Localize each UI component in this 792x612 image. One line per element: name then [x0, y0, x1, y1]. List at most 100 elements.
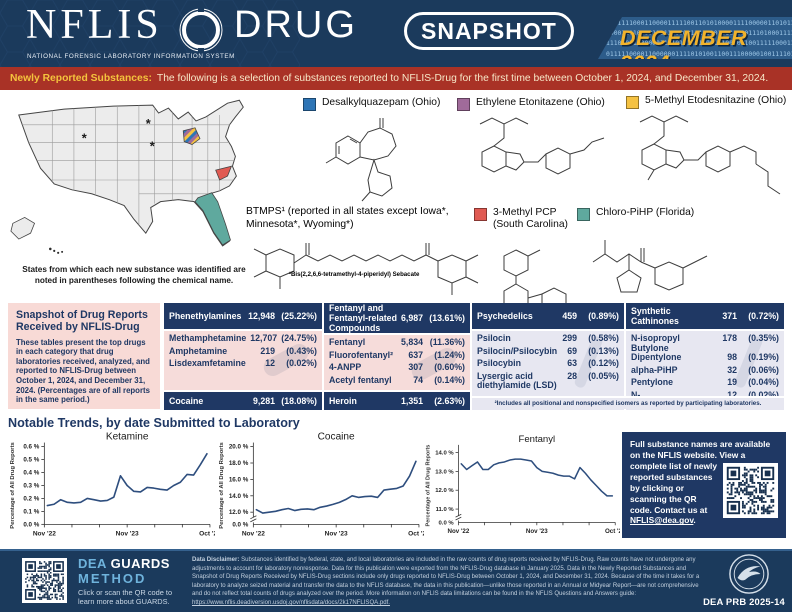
snapshot-panel-body: These tables present the top drugs in ea… — [16, 337, 150, 405]
drug-row: Methamphetamine 12,707 (24.75%) — [164, 333, 322, 347]
drug-name: Acetyl fentanyl — [329, 374, 392, 385]
category-total-row: Heroin 1,351 (2.63%) — [324, 391, 470, 410]
disclaimer-label: Data Disclaimer: — [192, 557, 240, 563]
binary-row: 1001111000110000111110011010100001111000… — [606, 19, 792, 27]
legend-5methyl-etodesnitazine: 5-Methyl Etodesnitazine (Ohio) — [626, 95, 786, 109]
svg-text:Nov '23: Nov '23 — [325, 530, 348, 537]
drug-name: Psychedelics — [477, 311, 533, 321]
report-percent: (0.43%) — [286, 345, 317, 356]
chemical-structure-ethylene-etonitazene — [479, 117, 605, 175]
svg-text:Oct '24: Oct '24 — [408, 530, 424, 537]
substance-names-info-box: Full substance names are available on th… — [622, 432, 786, 538]
report-count: 74 — [413, 374, 423, 385]
disclaimer-text: Substances identified by federal, state,… — [192, 557, 700, 598]
substance-list-qr-code[interactable] — [723, 462, 778, 518]
drug-row: 4-ANPP 307 (0.60%) — [324, 362, 470, 376]
svg-text:Ketamine: Ketamine — [106, 432, 149, 443]
test-tube-ring-icon — [179, 7, 223, 53]
banner-label: Newly Reported Substances: — [10, 73, 152, 84]
report-count: 69 — [567, 345, 577, 356]
report-percent: (0.60%) — [434, 362, 465, 372]
svg-text:13.0 %: 13.0 % — [435, 469, 454, 475]
report-count: 63 — [567, 358, 577, 368]
svg-text:Nov '22: Nov '22 — [448, 528, 470, 535]
trends-heading: Notable Trends, by date Submitted to Lab… — [8, 416, 300, 430]
report-percent: (0.06%) — [748, 364, 779, 375]
drug-name: alpha-PiHP — [631, 364, 678, 375]
info-text: . — [693, 515, 696, 526]
report-count: 28 — [567, 370, 577, 381]
drug-wordmark: DRUG — [234, 4, 358, 46]
hawaii — [49, 247, 64, 254]
report-count: 637 — [408, 349, 423, 360]
drug-row: Pentylone 19 (0.04%) — [626, 377, 784, 391]
drug-category-table: Psychedelics 459 (0.89%) Psilocin 299 (0.58%)… — [472, 303, 624, 410]
binary-row: 1000111100001111100000111101010111000111… — [606, 29, 792, 38]
drug-row: Psilocin 299 (0.58%) — [472, 333, 624, 347]
trend-chart-svg: Cocaine Percentage of All Drug Reports 0.0… — [219, 432, 430, 538]
svg-text:0.4 %: 0.4 % — [23, 470, 39, 477]
drug-name: Pentylone — [631, 377, 674, 387]
asterisk-minnesota: * — [146, 116, 151, 131]
report-percent: (0.02%) — [748, 389, 779, 400]
legend-desalkylquazepam: Desalkylquazepam (Ohio) — [303, 97, 440, 111]
svg-text:16.0 %: 16.0 % — [229, 476, 249, 483]
drug-name: Lysergic acid diethylamide (LSD) — [477, 370, 557, 390]
drug-row: Acetyl fentanyl 74 (0.14%) — [324, 374, 470, 389]
category-header-row: Phenethylamines 12,948 (25.22%) — [164, 303, 322, 329]
nflis-email-link[interactable]: NFLIS@dea.gov — [630, 515, 694, 526]
svg-text:Nov '23: Nov '23 — [526, 528, 548, 535]
report-percent: (24.75%) — [281, 333, 317, 343]
drug-name: Heroin — [329, 395, 357, 406]
binary-texture: 1001111000110000111110011010100001111000… — [606, 18, 792, 59]
drug-row: N-isopropyl Butylone 178 (0.35%) — [626, 333, 784, 353]
btmps-footnote: ¹Bis(2,2,6,6-tetramethyl-4-piperidyl) Se… — [289, 271, 420, 278]
guards-qr-code[interactable] — [22, 558, 67, 603]
nflis-qa-guide-link[interactable]: https://www.nflis.deadiversion.usdoj.gov… — [192, 599, 390, 606]
svg-text:Percentage of All Drug Reports: Percentage of All Drug Reports — [219, 441, 225, 528]
drug-report-tables: Phenethylamines 12,948 (25.22%) Methampheta… — [164, 303, 786, 410]
drug-name: Lisdexamfetamine — [169, 358, 246, 368]
drug-row: Fentanyl 5,834 (11.36%) — [324, 337, 470, 351]
asterisk-wyoming: * — [82, 131, 87, 146]
legend-label: Ethylene Etonitazene (Ohio) — [476, 97, 605, 108]
drug-name: Phenethylamines — [169, 311, 242, 321]
legend-ethylene-etonitazene: Ethylene Etonitazene (Ohio) — [457, 97, 605, 111]
svg-text:Cocaine: Cocaine — [318, 432, 355, 443]
svg-text:12.0 %: 12.0 % — [435, 488, 454, 494]
category-body: Methamphetamine 12,707 (24.75%) Amphetamine… — [164, 331, 322, 390]
report-count: 12,948 — [248, 311, 275, 321]
report-percent: (0.02%) — [286, 358, 317, 368]
legend-swatch-purple — [457, 98, 470, 111]
svg-text:0.0 %: 0.0 % — [232, 521, 248, 528]
report-percent: (0.14%) — [434, 374, 465, 385]
report-percent: (0.05%) — [588, 370, 619, 381]
svg-text:Oct '24: Oct '24 — [199, 530, 215, 537]
report-percent: (25.22%) — [281, 311, 317, 321]
legend-swatch-red — [474, 208, 487, 221]
drug-name: Fentanyl and Fentanyl-related Compounds — [329, 303, 397, 333]
guards-subtext: Click or scan the QR code to learn more … — [78, 588, 173, 607]
doj-seal-icon — [729, 554, 769, 594]
footer: DEA GUARDS METHOD Click or scan the QR c… — [0, 549, 792, 612]
map-caption: States from which each new substance was… — [22, 265, 246, 285]
report-count: 32 — [727, 364, 737, 375]
drug-name: Dipentylone — [631, 352, 682, 362]
report-percent: (1.24%) — [434, 349, 465, 360]
svg-text:0.6 %: 0.6 % — [23, 444, 39, 451]
report-percent: (0.35%) — [748, 333, 779, 343]
svg-text:14.0 %: 14.0 % — [229, 493, 249, 500]
category-header-row: Synthetic Cathinones 371 (0.72%) — [626, 303, 784, 329]
chemical-structure-desalkylquazepam — [325, 118, 397, 202]
category-body: Fentanyl 5,834 (11.36%) Fluorofentanyl² 637 (… — [324, 335, 470, 390]
snapshot-intro-panel: Snapshot of Drug Reports Received by NFL… — [8, 303, 160, 409]
ketamine-trend-chart: Ketamine Percentage of All Drug Reports 0.… — [8, 430, 221, 544]
svg-text:Fentanyl: Fentanyl — [519, 434, 556, 445]
report-percent: (0.04%) — [748, 377, 779, 387]
svg-text:Nov '22: Nov '22 — [242, 530, 265, 537]
state-florida — [194, 192, 231, 246]
category-header-row: Psychedelics 459 (0.89%) — [472, 303, 624, 329]
category-header-row: Fentanyl and Fentanyl-related Compounds 6… — [324, 303, 470, 333]
report-count: 307 — [408, 362, 423, 372]
